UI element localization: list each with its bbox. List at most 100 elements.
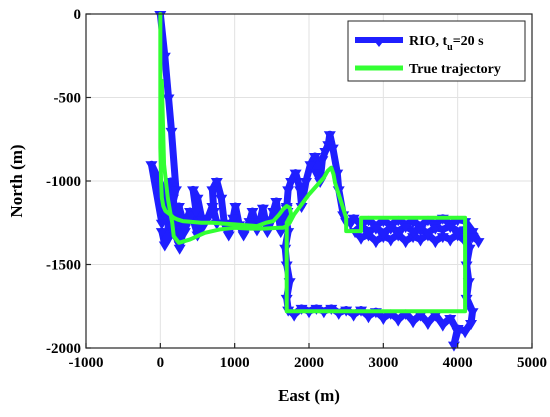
rio-point <box>166 194 179 205</box>
rio-point <box>451 228 464 239</box>
rio-point <box>165 127 178 138</box>
legend-truth-label: True trajectory <box>409 62 501 77</box>
rio-point <box>294 186 307 197</box>
rio-point <box>465 319 478 330</box>
rio-point <box>270 198 283 209</box>
rio-point <box>261 228 274 239</box>
rio-point <box>161 236 174 247</box>
legend-box <box>347 20 526 82</box>
rio-point <box>384 224 397 235</box>
rio-point <box>256 204 269 215</box>
rio-point <box>288 311 301 322</box>
rio-point <box>414 236 427 247</box>
rio-point <box>316 156 329 167</box>
rio-point <box>206 203 219 214</box>
rio-point <box>145 161 158 172</box>
rio-point <box>222 231 235 242</box>
rio-point <box>190 208 203 219</box>
rio-point <box>285 178 298 188</box>
x-tick-label: 1000 <box>220 355 250 371</box>
legend-rio-label-main: RIO, t <box>409 34 447 49</box>
ticks: -1000 0 1000 2000 3000 4000 5000 0 -500 -1000 -150… <box>46 7 547 371</box>
rio-point <box>227 214 240 225</box>
rio-point <box>155 228 168 239</box>
rio-point <box>399 223 412 234</box>
rio-point <box>178 224 191 235</box>
rio-point <box>421 229 434 240</box>
rio-point <box>229 203 242 214</box>
rio-point <box>436 233 449 244</box>
rio-point <box>347 214 360 225</box>
rio-point <box>362 313 375 324</box>
rio-point <box>355 234 368 245</box>
rio-point <box>187 186 200 197</box>
rio-point <box>191 194 204 205</box>
x-axis-title: East (m) <box>278 386 340 405</box>
legend: RIO, tu=20 s True trajectory <box>347 20 526 82</box>
y-axis-title: North (m) <box>7 144 26 217</box>
rio-point <box>215 194 228 205</box>
legend-rio-label: RIO, tu=20 s <box>409 34 484 53</box>
legend-rio-label-sub: u <box>447 42 453 53</box>
rio-point <box>243 218 256 229</box>
rio-point <box>195 224 208 235</box>
rio-point <box>399 238 412 249</box>
plot-area <box>145 11 485 352</box>
rio-point <box>377 229 390 240</box>
rio-point <box>347 311 360 322</box>
rio-point <box>414 311 427 322</box>
x-tick-label: 0 <box>157 355 165 371</box>
y-tick-label: -1000 <box>46 174 81 190</box>
rio-point <box>201 214 214 225</box>
y-tick-label: -2000 <box>46 341 81 357</box>
rio-point <box>326 144 339 155</box>
rio-point <box>207 208 220 219</box>
rio-point <box>466 233 479 244</box>
rio-point <box>169 186 182 197</box>
rio-point <box>384 236 397 247</box>
rio-point <box>158 241 171 252</box>
rio-point <box>173 244 186 255</box>
rio-point <box>407 318 420 329</box>
rio-point <box>377 314 390 325</box>
y-tick-label: -1500 <box>46 258 81 274</box>
rio-point <box>206 186 219 197</box>
x-tick-label: -1000 <box>69 355 104 371</box>
y-tick-label: 0 <box>74 7 82 23</box>
rio-point <box>447 341 460 352</box>
rio-point <box>466 228 479 239</box>
rio-point <box>466 308 479 319</box>
x-tick-label: 2000 <box>294 355 324 371</box>
rio-point <box>407 233 420 244</box>
true-trajectory-line <box>158 12 468 314</box>
rio-point <box>444 236 457 247</box>
rio-point <box>421 319 434 330</box>
rio-point <box>162 94 175 105</box>
y-tick-label: -500 <box>54 91 82 107</box>
rio-point <box>444 223 457 234</box>
rio-point <box>392 228 405 239</box>
rio-point <box>210 178 223 188</box>
rio-point <box>155 219 168 230</box>
rio-point <box>407 228 420 239</box>
rio-point <box>362 228 375 239</box>
rio-point <box>451 328 464 339</box>
rio-point <box>282 186 295 197</box>
rio-point <box>472 238 485 249</box>
rio-point <box>369 224 382 235</box>
rio-point <box>267 208 280 219</box>
x-tick-label: 4000 <box>443 355 473 371</box>
rio-point <box>323 131 336 142</box>
rio-point <box>369 238 382 249</box>
rio-point <box>304 161 317 172</box>
rio-point <box>407 218 420 229</box>
rio-point <box>392 316 405 327</box>
legend-rio-label-rest: =20 s <box>453 34 484 49</box>
rio-point <box>308 152 321 163</box>
rio-point <box>246 208 259 219</box>
x-tick-label: 5000 <box>517 355 547 371</box>
legend-rio-marker <box>372 38 386 47</box>
rio-point <box>172 203 185 214</box>
